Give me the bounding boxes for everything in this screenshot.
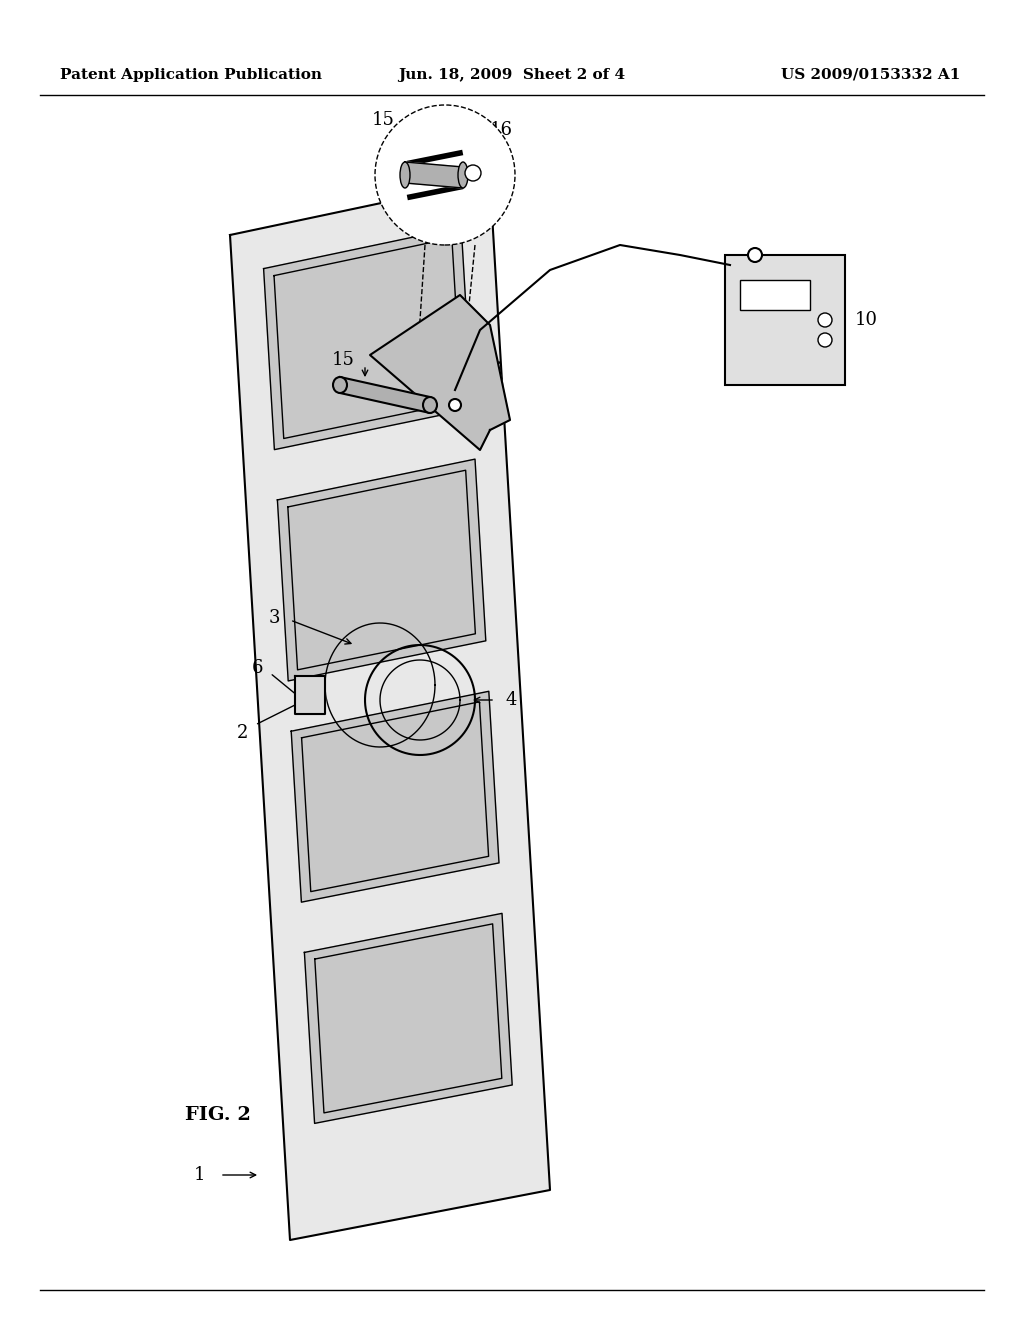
Text: FIG. 2: FIG. 2 [185,1106,251,1125]
Polygon shape [263,227,472,450]
Bar [740,280,810,310]
Polygon shape [291,692,499,902]
Polygon shape [295,676,325,714]
Text: Jun. 18, 2009  Sheet 2 of 4: Jun. 18, 2009 Sheet 2 of 4 [398,69,626,82]
Text: 15: 15 [372,111,395,129]
Circle shape [818,333,831,347]
Circle shape [748,248,762,261]
Polygon shape [340,378,430,413]
Text: 3: 3 [268,609,280,627]
Circle shape [375,106,515,246]
Polygon shape [370,294,510,450]
Text: 1: 1 [194,1166,205,1184]
Text: 4: 4 [505,690,516,709]
Ellipse shape [458,162,468,187]
Circle shape [449,399,461,411]
Ellipse shape [400,162,410,187]
Polygon shape [406,162,463,187]
Text: 6: 6 [252,659,263,677]
Circle shape [818,313,831,327]
Ellipse shape [333,378,347,393]
Ellipse shape [423,397,437,413]
Circle shape [465,165,481,181]
Text: 15: 15 [332,351,355,370]
Polygon shape [304,913,512,1123]
Polygon shape [278,459,485,681]
Text: 16: 16 [490,121,513,139]
Text: Patent Application Publication: Patent Application Publication [60,69,322,82]
Text: 2: 2 [237,723,248,742]
Text: 10: 10 [855,312,878,329]
Bar [725,255,845,385]
Polygon shape [230,180,550,1239]
Text: US 2009/0153332 A1: US 2009/0153332 A1 [780,69,961,82]
Text: 16: 16 [480,360,503,379]
